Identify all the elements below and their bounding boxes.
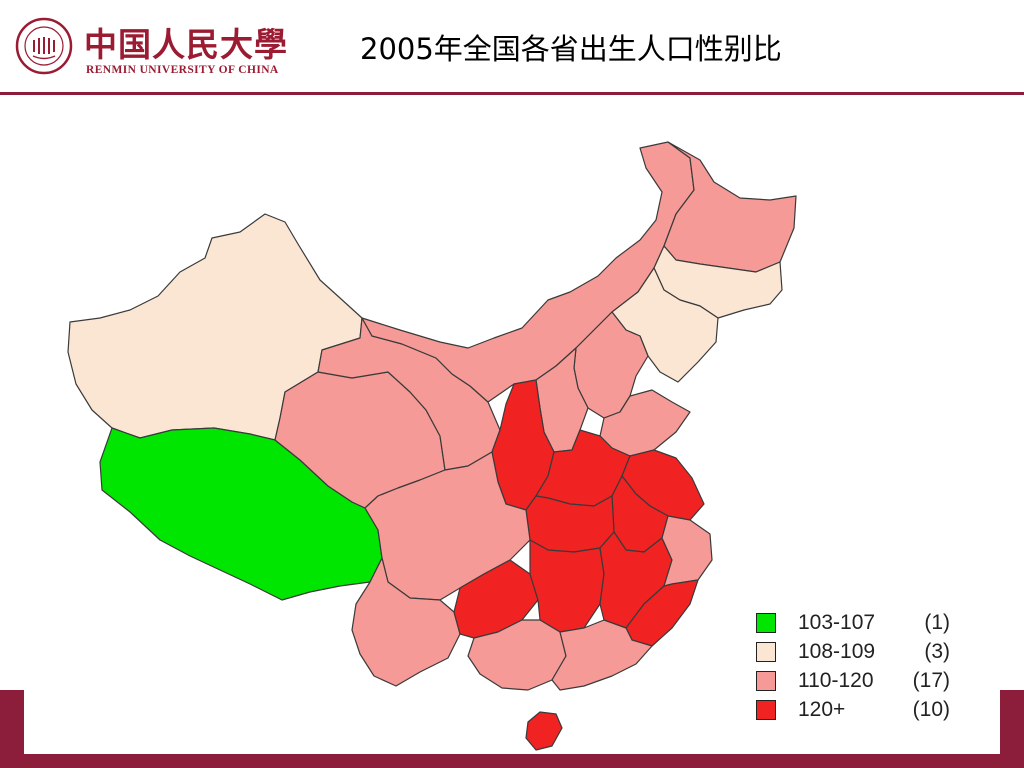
legend-swatch	[756, 671, 776, 691]
legend-count: (17)	[912, 669, 950, 692]
header-divider	[0, 92, 1024, 95]
legend-range: 103-107	[798, 611, 876, 634]
region-hubei	[525, 495, 615, 553]
legend-swatch	[756, 700, 776, 720]
legend-row: 120+ (10)	[756, 697, 956, 726]
legend-count: (1)	[924, 611, 950, 634]
region-yunnan	[351, 557, 461, 687]
header: 中国人民大學 RENMIN UNIVERSITY OF CHINA 2005年全…	[0, 0, 1024, 92]
legend-swatch	[756, 613, 776, 633]
legend-range: 110-120	[798, 669, 874, 692]
region-hunan	[529, 539, 605, 633]
slide-title: 2005年全国各省出生人口性别比	[360, 32, 782, 66]
legend-range: 120+	[798, 698, 846, 721]
logo-chinese-name: 中国人民大學	[84, 25, 288, 64]
university-seal-icon	[15, 17, 73, 75]
legend-row: 103-107 (1)	[756, 610, 956, 639]
university-logo: 中国人民大學 RENMIN UNIVERSITY OF CHINA	[14, 16, 304, 78]
region-zhejiang	[661, 515, 713, 587]
legend-row: 110-120 (17)	[756, 668, 956, 697]
map-legend: 103-107 (1) 108-109 (3) 110-120 (17) 120…	[756, 610, 956, 726]
legend-row: 108-109 (3)	[756, 639, 956, 668]
legend-swatch	[756, 642, 776, 662]
region-hainan	[525, 711, 563, 751]
region-guangdong	[551, 619, 653, 691]
legend-count: (10)	[912, 698, 950, 721]
logo-english-name: RENMIN UNIVERSITY OF CHINA	[86, 64, 279, 76]
legend-range: 108-109	[798, 640, 876, 663]
legend-count: (3)	[924, 640, 950, 663]
footer-inner-panel	[24, 690, 1000, 754]
